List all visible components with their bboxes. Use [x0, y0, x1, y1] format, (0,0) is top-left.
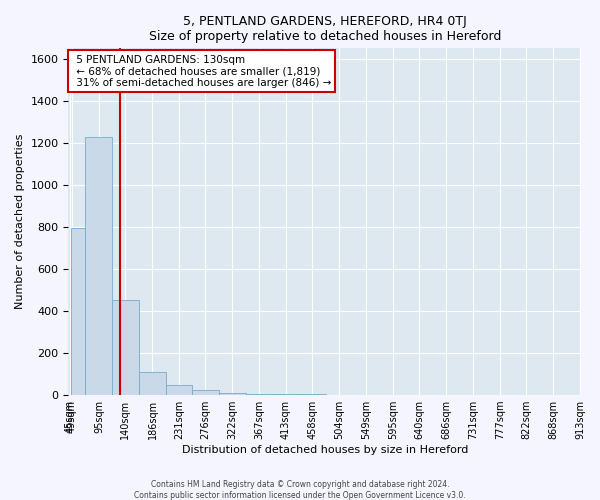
Bar: [299, 394, 326, 395]
Bar: [166, 385, 192, 395]
Y-axis label: Number of detached properties: Number of detached properties: [15, 134, 25, 310]
Bar: [71, 228, 85, 395]
Bar: [192, 390, 219, 395]
Bar: [245, 394, 272, 395]
Bar: [112, 300, 139, 395]
Bar: [85, 137, 112, 395]
Bar: [219, 393, 245, 395]
Bar: [272, 394, 299, 395]
Bar: [139, 372, 166, 395]
Text: Contains HM Land Registry data © Crown copyright and database right 2024.
Contai: Contains HM Land Registry data © Crown c…: [134, 480, 466, 500]
Text: 5 PENTLAND GARDENS: 130sqm
 ← 68% of detached houses are smaller (1,819)
 31% of: 5 PENTLAND GARDENS: 130sqm ← 68% of deta…: [73, 54, 331, 88]
Title: 5, PENTLAND GARDENS, HEREFORD, HR4 0TJ
Size of property relative to detached hou: 5, PENTLAND GARDENS, HEREFORD, HR4 0TJ S…: [149, 15, 501, 43]
X-axis label: Distribution of detached houses by size in Hereford: Distribution of detached houses by size …: [182, 445, 468, 455]
